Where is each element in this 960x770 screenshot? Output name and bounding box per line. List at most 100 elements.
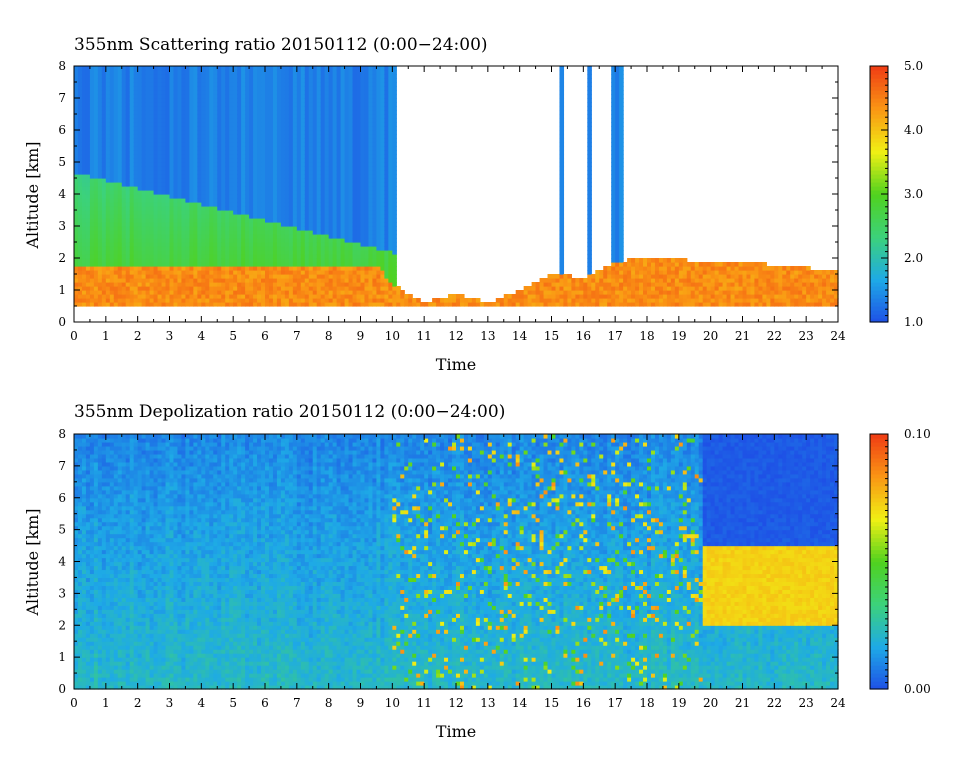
heatmap-cell <box>296 110 302 115</box>
heatmap-cell <box>141 246 147 251</box>
heatmap-cell <box>201 278 206 283</box>
heatmap-cell <box>149 166 155 171</box>
heatmap-cell <box>237 302 242 307</box>
heatmap-cell <box>392 238 397 243</box>
heatmap-cell <box>149 266 155 271</box>
heatmap-cell <box>368 234 374 239</box>
heatmap-cell <box>344 122 350 127</box>
heatmap-cell <box>133 138 139 143</box>
heatmap-cell <box>145 78 151 83</box>
heatmap-cell <box>376 258 381 263</box>
heatmap-cell <box>296 102 302 107</box>
heatmap-cell <box>272 106 278 111</box>
heatmap-cell <box>376 158 381 163</box>
heatmap-cell <box>388 298 393 303</box>
heatmap-cell <box>404 294 409 299</box>
heatmap-cell <box>308 98 314 103</box>
heatmap-cell <box>372 210 378 215</box>
heatmap-cell <box>336 74 342 79</box>
heatmap-cell <box>201 150 206 155</box>
heatmap-cell <box>74 286 79 291</box>
heatmap-cell <box>300 142 306 147</box>
heatmap-cell <box>221 186 226 191</box>
heatmap-cell <box>316 130 322 135</box>
heatmap-cell <box>304 170 310 175</box>
heatmap-cell <box>177 102 183 107</box>
heatmap-cell <box>340 70 346 75</box>
heatmap-cell <box>376 94 381 99</box>
heatmap-cell <box>360 186 366 191</box>
heatmap-cell <box>141 134 147 139</box>
heatmap-cell <box>344 214 350 219</box>
heatmap-cell <box>213 130 218 135</box>
heatmap-cell <box>261 278 266 283</box>
heatmap-cell <box>241 170 246 175</box>
heatmap-cell <box>292 274 298 279</box>
heatmap-cell <box>217 294 222 299</box>
heatmap-cell <box>189 102 194 107</box>
heatmap-cell <box>113 266 119 271</box>
heatmap-cell <box>129 290 135 295</box>
heatmap-cell <box>551 294 557 299</box>
heatmap-cell <box>189 110 194 115</box>
heatmap-cell <box>101 98 107 103</box>
heatmap-cell <box>125 274 131 279</box>
heatmap-cell <box>197 74 202 79</box>
heatmap-cell <box>93 202 99 207</box>
heatmap-cell <box>161 150 167 155</box>
heatmap-cell <box>372 70 378 75</box>
heatmap-cell <box>213 214 218 219</box>
heatmap-cell <box>348 142 354 147</box>
heatmap-cell <box>356 226 362 231</box>
heatmap-cell <box>85 194 91 199</box>
heatmap-cell <box>101 146 107 151</box>
heatmap-cell <box>81 174 87 179</box>
heatmap-cell <box>348 222 354 227</box>
heatmap-cell <box>320 266 326 271</box>
heatmap-cell <box>320 302 326 307</box>
heatmap-cell <box>209 246 214 251</box>
heatmap-cell <box>177 182 183 187</box>
heatmap-cell <box>193 254 198 259</box>
heatmap-cell <box>177 274 183 279</box>
heatmap-cell <box>209 126 214 131</box>
heatmap-cell <box>197 114 202 119</box>
heatmap-cell <box>233 70 238 75</box>
heatmap-cell <box>113 278 119 283</box>
heatmap-cell <box>384 178 389 183</box>
heatmap-cell <box>336 154 342 159</box>
heatmap-cell <box>320 150 326 155</box>
heatmap-cell <box>495 302 501 307</box>
heatmap-cell <box>328 202 334 207</box>
heatmap-cell <box>296 246 302 251</box>
heatmap-cell <box>217 190 222 195</box>
heatmap-cell <box>169 246 175 251</box>
heatmap-cell <box>360 230 366 235</box>
heatmap-cell <box>320 246 326 251</box>
heatmap-cell <box>265 210 270 215</box>
heatmap-cell <box>452 298 457 303</box>
heatmap-cell <box>241 194 246 199</box>
heatmap-cell <box>547 294 553 299</box>
heatmap-cell <box>77 78 83 83</box>
heatmap-cell <box>173 190 179 195</box>
heatmap-cell <box>352 298 358 303</box>
heatmap-cell <box>292 266 298 271</box>
heatmap-cell <box>93 194 99 199</box>
heatmap-cell <box>189 122 194 127</box>
heatmap-cell <box>348 110 354 115</box>
heatmap-cell <box>265 186 270 191</box>
heatmap-cell <box>280 230 286 235</box>
heatmap-cell <box>515 290 521 295</box>
heatmap-cell <box>245 302 250 307</box>
heatmap-cell <box>360 126 366 131</box>
heatmap-cell <box>185 258 190 263</box>
heatmap-cell <box>145 74 151 79</box>
heatmap-cell <box>157 226 163 231</box>
heatmap-cell <box>101 158 107 163</box>
heatmap-cell <box>121 246 127 251</box>
heatmap-cell <box>193 66 198 71</box>
heatmap-cell <box>189 262 194 267</box>
heatmap-cell <box>177 114 183 119</box>
heatmap-cell <box>145 126 151 131</box>
